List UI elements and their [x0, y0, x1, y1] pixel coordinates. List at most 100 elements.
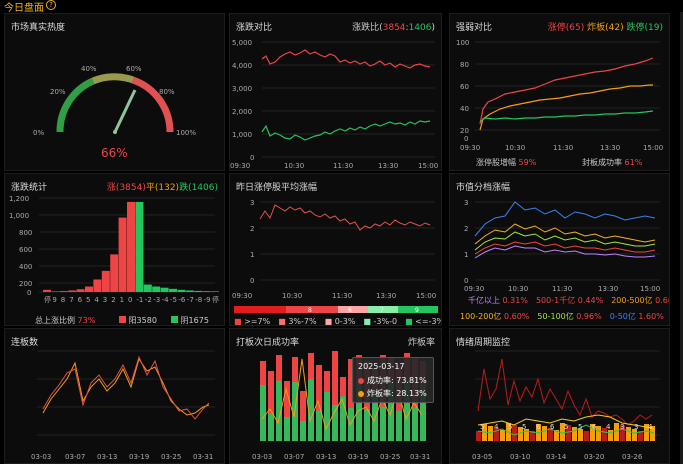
broken-bar [404, 379, 410, 441]
cycle-bar [530, 431, 535, 441]
cycle-bar [500, 430, 505, 441]
svg-text:03-25: 03-25 [161, 453, 181, 461]
mcap-panel: 市值分档涨幅 3 2 1 0 09:30 10:30 11:30 13:30 15:00 千亿… [449, 173, 670, 326]
dist-tick: 6 [78, 296, 83, 304]
broken-bar [268, 413, 274, 441]
svg-text:1,000: 1,000 [9, 212, 29, 220]
svg-text:11:30: 11:30 [333, 162, 353, 170]
dist-tick: -6 [178, 296, 186, 304]
broken-bar [348, 408, 354, 441]
up-count-line [261, 49, 431, 69]
svg-text:13:30: 13:30 [600, 144, 620, 152]
svg-text:40: 40 [460, 105, 469, 113]
cycle-chart: 5 4 5 5 6 6 5 5 6 4 3 3 4 03-05 03-10 03-14 03-20 03-26 [472, 350, 660, 461]
dist-bar [110, 254, 119, 292]
cycle-bar [512, 425, 517, 441]
tooltip-date: 2025-03-17 [358, 362, 405, 371]
success-bar [332, 351, 338, 441]
streak-chart: 03-03 03-07 03-13 03-19 03-25 03-31 [31, 350, 215, 461]
dist-tick: 停 [44, 295, 51, 304]
down-count-line [261, 120, 431, 141]
svg-text:0: 0 [250, 154, 254, 162]
cycle-bar [644, 424, 649, 441]
success-bar [300, 391, 306, 441]
svg-text:03-13: 03-13 [97, 453, 117, 461]
svg-text:09:30: 09:30 [464, 285, 484, 293]
broken-bar [260, 385, 266, 441]
cycle-bar [554, 430, 559, 441]
svg-text:3: 3 [464, 199, 468, 207]
broken-bar [332, 405, 338, 441]
cycle-bar [602, 428, 607, 441]
broken-bar [412, 407, 418, 441]
cycle-label: 5 [564, 423, 568, 431]
svg-text:15:00: 15:00 [416, 292, 436, 300]
svg-text:3: 3 [250, 199, 254, 207]
broken-bar [276, 380, 282, 441]
broken-bar [364, 409, 370, 441]
help-icon[interactable]: ? [46, 0, 56, 10]
dist-bar [194, 290, 203, 292]
dist-bar [135, 201, 144, 292]
svg-text:03-19: 03-19 [348, 453, 368, 461]
svg-text:100: 100 [456, 39, 469, 47]
broken-line [479, 84, 653, 131]
tooltip-success: 成功率: 73.81% [358, 375, 427, 386]
gauge-tick: 100% [176, 129, 196, 137]
cycle-bar [614, 423, 619, 441]
gauge-tick: 20% [50, 88, 66, 96]
svg-text:09:30: 09:30 [232, 292, 252, 300]
limit-down-line [479, 110, 654, 123]
updown-chart: 5,000 4,000 3,000 2,000 1,000 0 09:30 10:30 11:… [230, 39, 438, 170]
cycle-bar [608, 430, 613, 441]
svg-text:15:00: 15:00 [640, 285, 660, 293]
cycle-bar [626, 427, 631, 441]
dist-bar [211, 291, 219, 292]
strength-legend: 涨停(65) 炸板(42) 跌停(19) [547, 23, 663, 33]
dist-bar [177, 289, 186, 292]
svg-text:15:00: 15:00 [418, 162, 438, 170]
cycle-label: 3 [620, 423, 624, 431]
cycle-label: 5 [508, 423, 512, 431]
dist-bar [169, 288, 177, 292]
svg-text:09:30: 09:30 [460, 144, 480, 152]
success-bar [284, 381, 290, 441]
chart-tooltip: 2025-03-17 成功率: 73.81% 炸板率: 28.13% [352, 357, 434, 403]
svg-text:11:30: 11:30 [332, 292, 352, 300]
avg-line [259, 204, 431, 231]
dist-tick: -1 [136, 296, 143, 304]
dist-tick: -4 [162, 296, 170, 304]
dist-tick: 2 [111, 296, 115, 304]
broken-bar [396, 410, 402, 441]
svg-text:03-03: 03-03 [31, 453, 51, 461]
gauge-needle [113, 89, 137, 133]
cycle-label: 6 [592, 423, 597, 431]
dist-bar [68, 290, 77, 292]
svg-text:0: 0 [27, 289, 31, 297]
gauge-tick: 80% [159, 88, 175, 96]
cycle-label: 5 [480, 423, 484, 431]
broken-bar [308, 379, 314, 441]
dist-tick: 9 [52, 296, 56, 304]
page-title: 今日盘面 [4, 3, 44, 14]
strength-panel: 强弱对比 涨停(65) 炸板(42) 跌停(19) 100 80 60 40 20 0 0… [449, 13, 670, 171]
scrollbar[interactable] [680, 12, 683, 464]
dist-tick: -7 [187, 296, 194, 304]
svg-text:5,000: 5,000 [232, 39, 252, 47]
cycle-label: 5 [522, 423, 526, 431]
svg-text:1,000: 1,000 [232, 131, 252, 139]
cycle-bar [518, 427, 523, 441]
cycle-bar [476, 431, 481, 441]
heat-gauge: 0% 20% 40% 60% 80% 100% 66% [33, 65, 196, 160]
svg-text:11:30: 11:30 [552, 285, 572, 293]
svg-text:0: 0 [250, 277, 254, 285]
svg-text:200: 200 [19, 280, 32, 288]
dist-bar [152, 286, 161, 292]
limit-up-line [479, 57, 654, 125]
svg-text:03-10: 03-10 [510, 453, 530, 461]
dist-tick: -8 [195, 296, 202, 304]
avg-panel: 昨日涨停股平均涨幅 3 2 1 0 09:30 10:30 11:30 13:30 15:00… [229, 173, 442, 326]
cycle-bar [524, 429, 529, 441]
cycle-bar [566, 425, 571, 441]
